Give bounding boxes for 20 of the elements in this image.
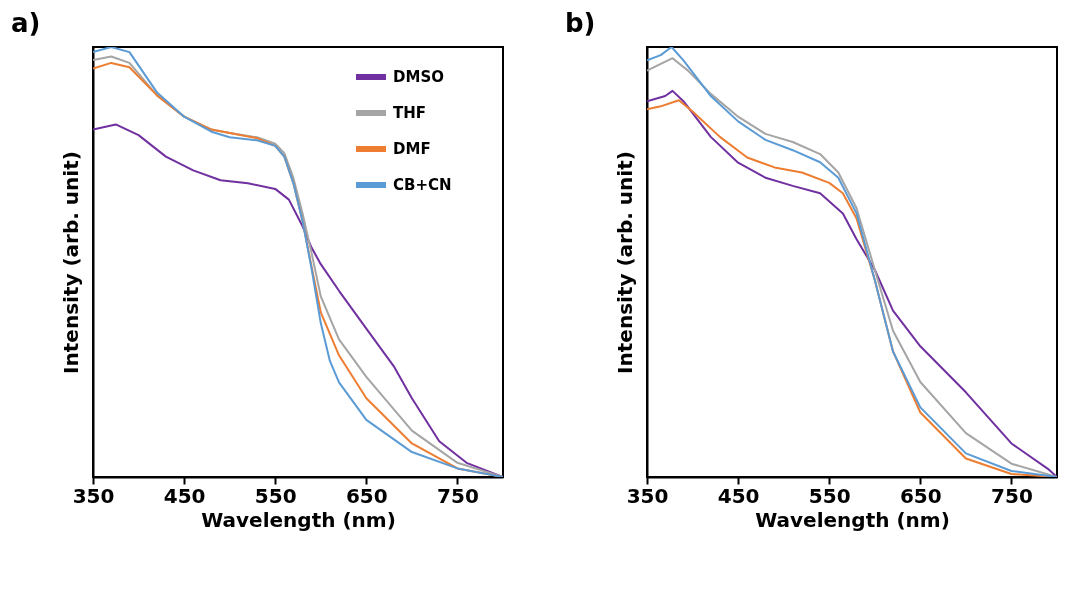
legend-label: DMSO bbox=[393, 68, 444, 86]
y-axis-title: Intensity (arb. unit) bbox=[58, 151, 83, 374]
x-tick-label: 350 bbox=[626, 483, 669, 508]
x-tick-label: 450 bbox=[163, 483, 206, 508]
x-axis-title: Wavelength (nm) bbox=[201, 507, 396, 532]
x-tick-label: 450 bbox=[717, 483, 760, 508]
x-axis-title: Wavelength (nm) bbox=[755, 507, 950, 532]
legend-label: DMF bbox=[393, 140, 431, 158]
x-tick-label: 650 bbox=[899, 483, 942, 508]
x-tick-label: 750 bbox=[991, 483, 1033, 508]
y-axis-title: Intensity (arb. unit) bbox=[612, 151, 637, 374]
chart-title: a) bbox=[11, 8, 41, 38]
x-tick-label: 650 bbox=[345, 483, 388, 508]
legend-label: CB+CN bbox=[393, 176, 452, 194]
x-tick-label: 350 bbox=[72, 483, 115, 508]
x-tick-label: 750 bbox=[437, 483, 479, 508]
x-tick-label: 550 bbox=[808, 483, 851, 508]
x-tick-label: 550 bbox=[254, 483, 297, 508]
legend-label: THF bbox=[393, 104, 427, 122]
chart-title: b) bbox=[565, 8, 596, 38]
